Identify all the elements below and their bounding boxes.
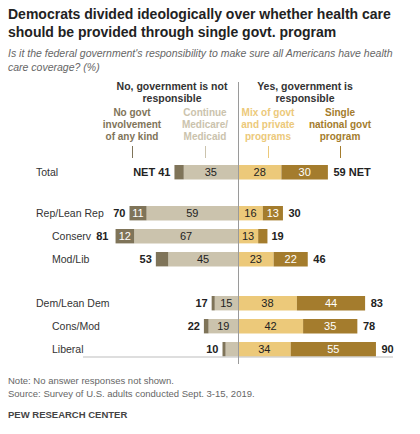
svg-text:38: 38: [261, 297, 273, 309]
svg-text:13: 13: [242, 230, 254, 242]
html-text:Continue Medicare/ Medicaid: Continue Medicare/ Medicaid: [181, 107, 229, 142]
html-text:Liberal: Liberal: [52, 343, 84, 355]
html-text:Total: Total: [36, 166, 59, 178]
svg-text:30: 30: [289, 207, 301, 219]
svg-text:19: 19: [217, 320, 229, 332]
svg-text:10: 10: [206, 343, 218, 355]
svg-text:35: 35: [205, 166, 217, 178]
html-text:Rep/Lean Rep: Rep/Lean Rep: [36, 207, 104, 219]
svg-text:45: 45: [197, 253, 209, 265]
svg-text:55: 55: [327, 343, 339, 355]
html-text:PEW RESEARCH CENTER: PEW RESEARCH CENTER: [8, 409, 128, 420]
svg-text:90: 90: [382, 343, 394, 355]
html-text:Cons/Mod: Cons/Mod: [52, 320, 100, 332]
svg-text:35: 35: [324, 320, 336, 332]
html-text:Is it the federal government's: Is it the federal government's responsib…: [8, 47, 393, 73]
svg-text:17: 17: [195, 297, 207, 309]
svg-text:19: 19: [271, 230, 283, 242]
svg-text:81: 81: [96, 230, 108, 242]
svg-text:59: 59: [186, 207, 198, 219]
svg-text:46: 46: [313, 253, 325, 265]
html-text:Note: No answer responses not: Note: No answer responses not shown.: [8, 375, 174, 386]
svg-text:23: 23: [250, 253, 262, 265]
html-text:Conserv: Conserv: [52, 230, 92, 242]
svg-text:34: 34: [258, 343, 270, 355]
svg-text:22: 22: [285, 253, 297, 265]
svg-text:30: 30: [299, 166, 311, 178]
html-text:No govt involvement of any kin: No govt involvement of any kind: [102, 107, 162, 142]
html-text:Mix of govt and private progra: Mix of govt and private programs: [241, 107, 295, 142]
svg-text:83: 83: [371, 297, 383, 309]
svg-text:59 NET: 59 NET: [333, 166, 371, 178]
svg-text:13: 13: [267, 207, 279, 219]
svg-text:11: 11: [132, 207, 143, 219]
html-text:Single national govt program: Single national govt program: [308, 107, 372, 142]
html-text:Source: Survey of U.S. adults: Source: Survey of U.S. adults conducted …: [8, 388, 255, 399]
html-text:No, government is not responsi: No, government is not responsible: [116, 80, 228, 104]
html-text:Dem/Lean Dem: Dem/Lean Dem: [36, 297, 110, 309]
svg-text:78: 78: [363, 320, 375, 332]
svg-text:42: 42: [264, 320, 276, 332]
svg-text:53: 53: [140, 253, 152, 265]
svg-text:44: 44: [325, 297, 337, 309]
svg-text:15: 15: [220, 297, 232, 309]
svg-text:67: 67: [180, 230, 192, 242]
svg-text:NET 41: NET 41: [133, 166, 170, 178]
html-text:Mod/Lib: Mod/Lib: [52, 253, 90, 265]
svg-text:22: 22: [188, 320, 200, 332]
svg-text:70: 70: [113, 207, 125, 219]
svg-text:28: 28: [254, 166, 266, 178]
svg-text:16: 16: [244, 207, 256, 219]
html-text:Democrats divided ideologicall: Democrats divided ideologically over whe…: [8, 6, 391, 40]
html-text:Yes, government is responsible: Yes, government is responsible: [257, 80, 353, 104]
svg-text:12: 12: [119, 230, 131, 242]
